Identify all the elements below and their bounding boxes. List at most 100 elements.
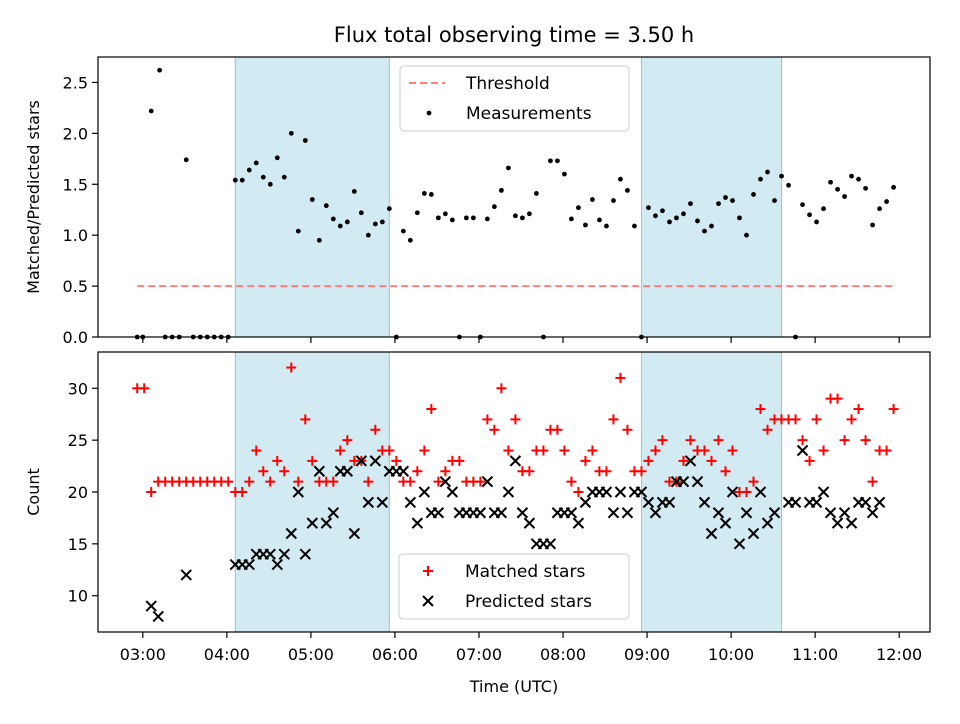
x-b bbox=[306, 517, 319, 529]
data-point bbox=[730, 198, 735, 203]
data-point bbox=[418, 486, 431, 498]
data-point bbox=[376, 496, 389, 509]
data-point bbox=[688, 201, 693, 207]
legend-box bbox=[399, 65, 630, 132]
x-b bbox=[369, 455, 382, 467]
x-b bbox=[516, 507, 529, 519]
data-point bbox=[293, 476, 304, 487]
x-b bbox=[747, 527, 760, 540]
data-point bbox=[246, 167, 252, 173]
data-point bbox=[278, 548, 290, 560]
x-b bbox=[299, 548, 312, 560]
x-b bbox=[264, 548, 276, 560]
data-point bbox=[579, 496, 592, 509]
legend: Matched stars Predicted stars bbox=[398, 553, 630, 620]
x-tick-label: 10:00 bbox=[708, 645, 754, 664]
data-point bbox=[286, 362, 297, 373]
data-point bbox=[524, 466, 535, 477]
data-point bbox=[678, 455, 689, 466]
data-point bbox=[622, 424, 633, 435]
data-point bbox=[400, 228, 406, 234]
data-point bbox=[379, 219, 385, 225]
data-point bbox=[470, 215, 476, 221]
data-point bbox=[744, 232, 749, 238]
data-point bbox=[877, 206, 882, 212]
data-point bbox=[860, 435, 871, 446]
data-point bbox=[299, 548, 312, 560]
shaded-interval-1 bbox=[640, 351, 783, 633]
data-point bbox=[779, 173, 784, 179]
data-point bbox=[243, 558, 255, 571]
data-point bbox=[600, 486, 613, 498]
data-point bbox=[323, 203, 329, 209]
data-point bbox=[681, 211, 686, 217]
data-point bbox=[475, 476, 486, 487]
data-point bbox=[152, 610, 164, 623]
x-b bbox=[677, 475, 690, 488]
data-point bbox=[867, 476, 878, 487]
x-b bbox=[474, 507, 487, 519]
data-point bbox=[614, 486, 627, 498]
x-b bbox=[243, 558, 255, 571]
data-point bbox=[548, 158, 553, 164]
legend-label: Measurements bbox=[466, 104, 592, 124]
data-point bbox=[601, 466, 612, 477]
x-b bbox=[362, 496, 375, 509]
data-point bbox=[663, 496, 676, 509]
x-b bbox=[621, 507, 634, 519]
data-point bbox=[790, 414, 801, 425]
data-point bbox=[335, 445, 346, 456]
data-point bbox=[463, 215, 469, 221]
data-point bbox=[762, 424, 773, 435]
data-point bbox=[426, 404, 437, 415]
x-b bbox=[348, 527, 361, 540]
y-tick-label: 2.0 bbox=[63, 124, 88, 143]
y-tick-label: 10 bbox=[68, 587, 88, 606]
data-point bbox=[362, 496, 375, 509]
data-point bbox=[573, 487, 584, 497]
data-point bbox=[884, 199, 889, 204]
x-b bbox=[544, 538, 557, 550]
data-point bbox=[258, 466, 269, 477]
data-point bbox=[797, 435, 808, 446]
data-point bbox=[523, 517, 536, 529]
data-point bbox=[863, 185, 868, 191]
data-point bbox=[146, 487, 157, 497]
data-point bbox=[527, 211, 532, 217]
x-b bbox=[509, 455, 522, 467]
data-point bbox=[650, 445, 661, 456]
x-b bbox=[327, 507, 340, 519]
data-point bbox=[272, 455, 283, 466]
data-point bbox=[758, 176, 763, 182]
data-point bbox=[281, 174, 287, 180]
data-point bbox=[747, 527, 760, 540]
data-point bbox=[405, 476, 416, 487]
data-point bbox=[411, 517, 424, 529]
shaded-interval-1 bbox=[640, 56, 783, 338]
data-point bbox=[265, 476, 276, 487]
data-point bbox=[421, 191, 427, 196]
data-point bbox=[597, 217, 602, 223]
data-point bbox=[302, 138, 308, 143]
data-point bbox=[407, 237, 413, 243]
data-point bbox=[838, 507, 851, 519]
data-point bbox=[590, 197, 595, 202]
data-point bbox=[510, 414, 521, 425]
data-point bbox=[572, 517, 585, 529]
data-point bbox=[807, 212, 812, 218]
data-point bbox=[397, 465, 410, 477]
data-point bbox=[260, 174, 266, 180]
data-point bbox=[520, 215, 525, 221]
x-b bbox=[649, 507, 662, 519]
y-axis-label: Count bbox=[24, 468, 43, 516]
data-point bbox=[625, 187, 630, 193]
y-tick-label: 0.5 bbox=[63, 277, 88, 296]
data-point bbox=[831, 517, 844, 529]
data-point bbox=[251, 445, 262, 456]
data-point bbox=[414, 210, 420, 216]
data-point bbox=[285, 527, 298, 540]
data-point bbox=[804, 455, 815, 466]
y-tick-label: 2.5 bbox=[63, 73, 88, 92]
legend-entry: Measurements bbox=[426, 104, 592, 124]
data-point bbox=[342, 435, 353, 446]
